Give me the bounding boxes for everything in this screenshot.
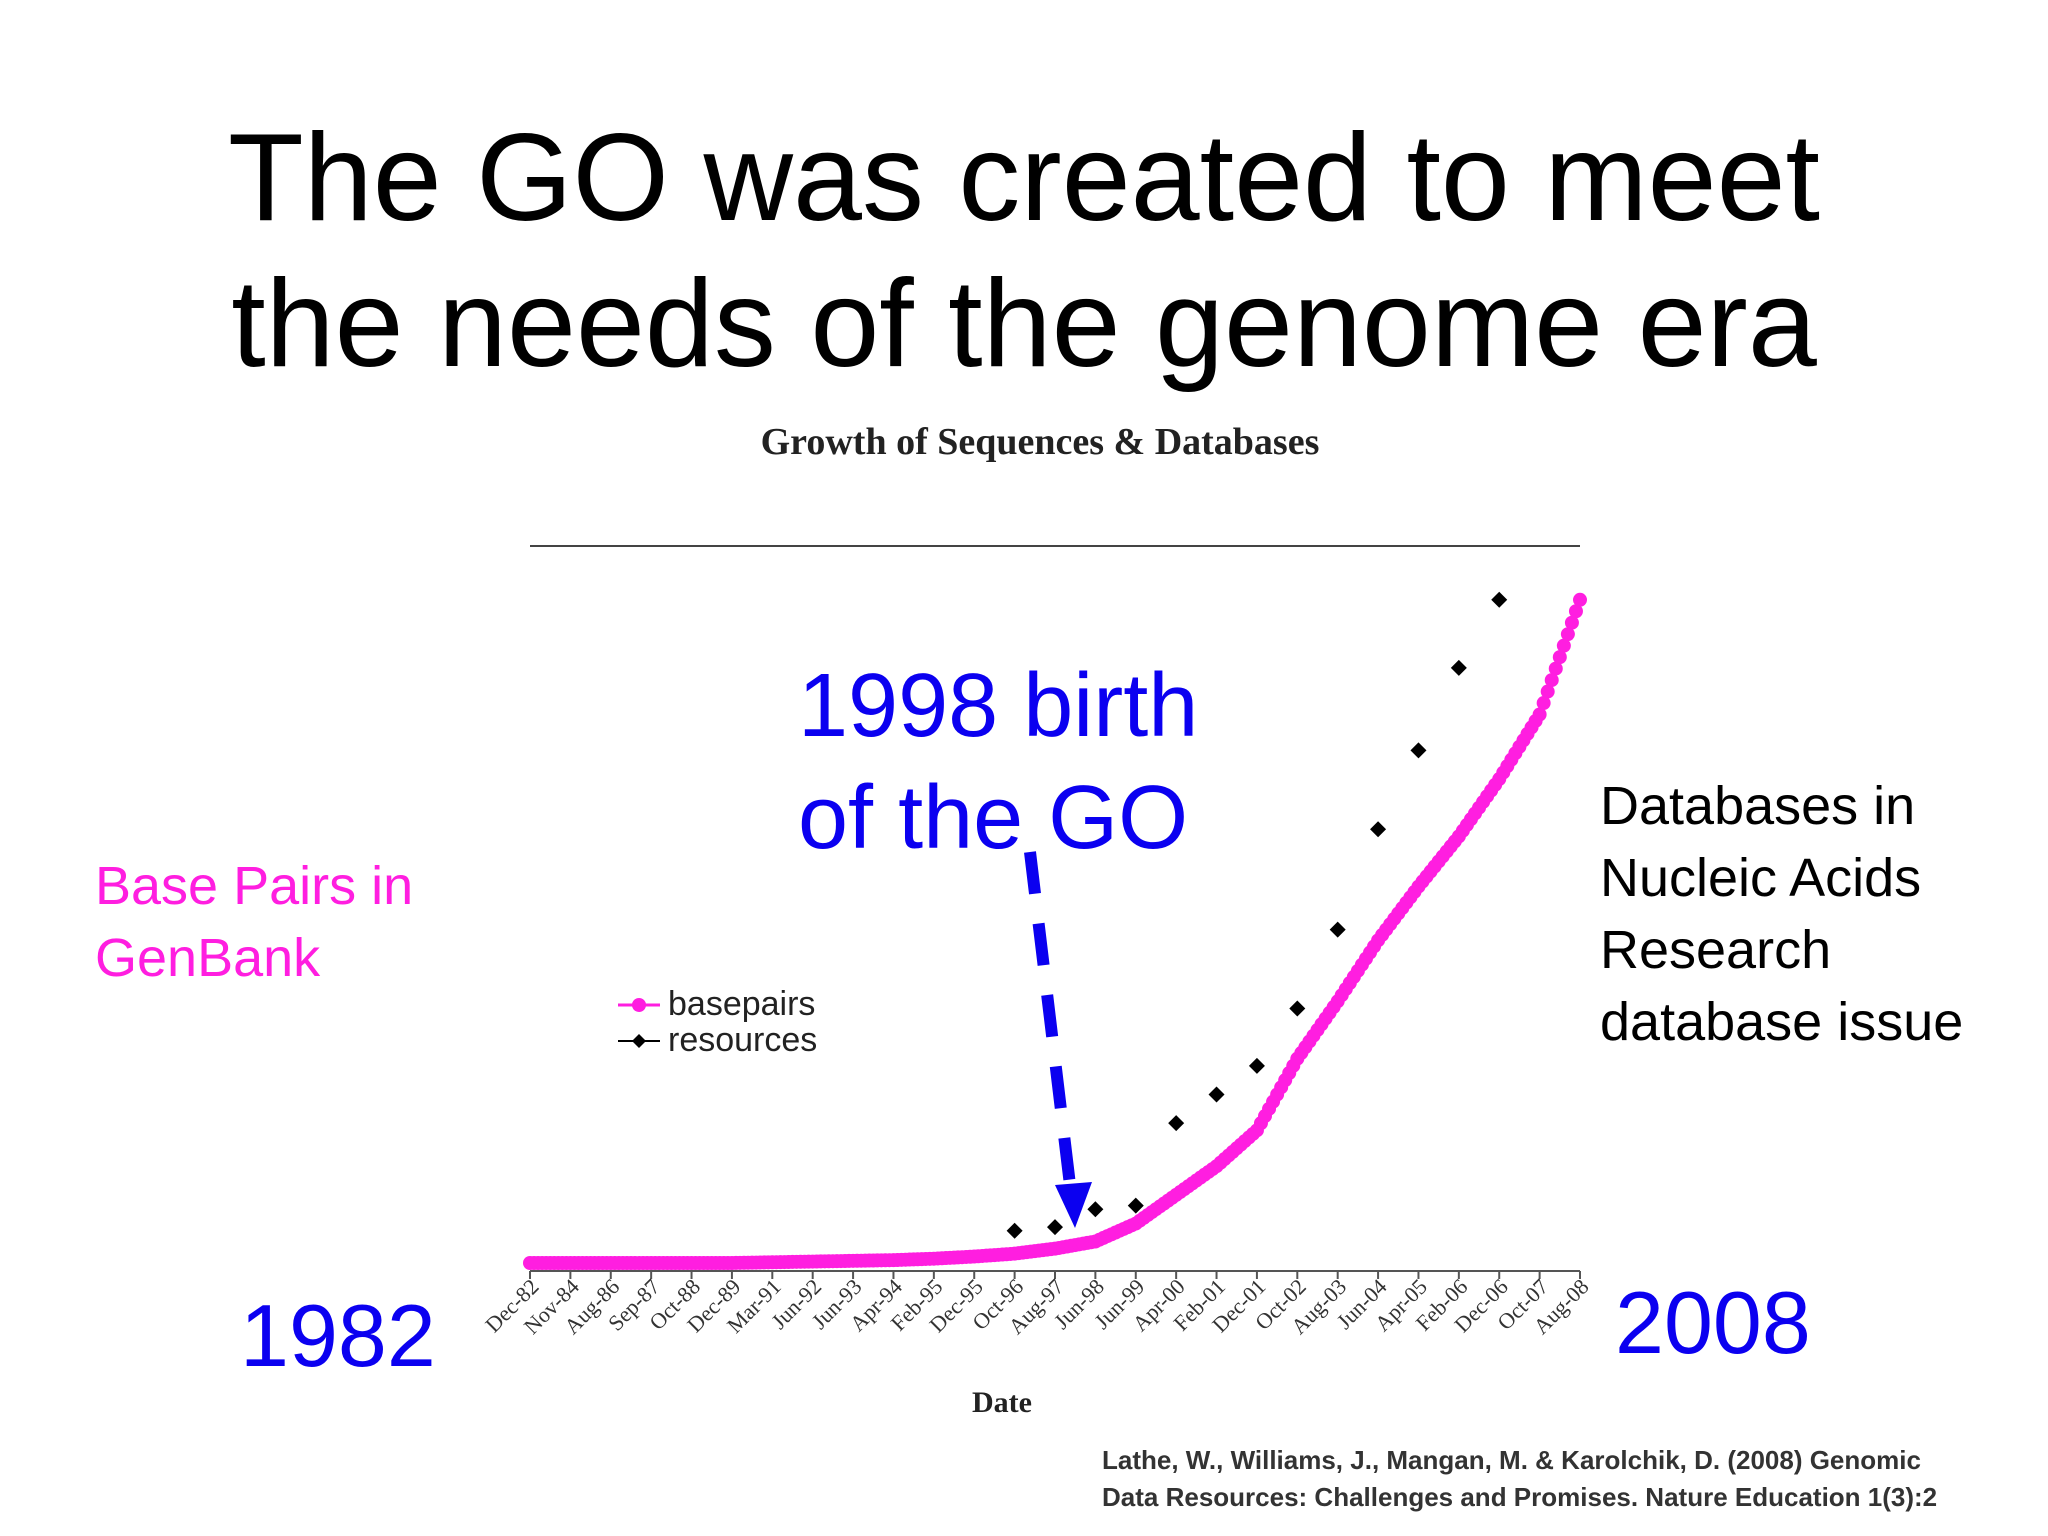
basepairs-point	[1573, 592, 1587, 607]
slide-title: The GO was created to meet the needs of …	[0, 105, 2048, 397]
basepairs-point	[1552, 650, 1567, 665]
basepairs-annotation: Base Pairs in GenBank	[95, 850, 413, 994]
basepairs-point	[1548, 661, 1563, 676]
resources-point	[1329, 921, 1346, 938]
legend-resources-label: resources	[668, 1021, 817, 1059]
databases-annotation-line-3: Research	[1600, 920, 1832, 980]
resources-point	[1248, 1057, 1265, 1074]
basepairs-point	[1556, 638, 1571, 653]
resources-point	[1491, 591, 1508, 608]
go-birth-arrowhead	[1055, 1182, 1092, 1228]
go-birth-annotation-line-2: of the GO	[798, 768, 1189, 868]
databases-annotation-line-1: Databases in	[1600, 776, 1916, 836]
resources-point	[1127, 1197, 1144, 1214]
citation: Lathe, W., Williams, J., Mangan, M. & Ka…	[1102, 1442, 1937, 1516]
resources-point	[1289, 1000, 1306, 1017]
basepairs-point	[1544, 673, 1559, 688]
go-birth-arrow	[1024, 851, 1092, 1228]
legend-item-basepairs: basepairs	[618, 985, 815, 1023]
basepairs-point	[1568, 604, 1583, 619]
citation-line-2: Data Resources: Challenges and Promises.…	[1102, 1482, 1938, 1512]
series-basepairs	[523, 592, 1587, 1270]
go-birth-annotation: 1998 birth of the GO	[798, 650, 1198, 874]
legend-basepairs-marker	[632, 998, 646, 1012]
citation-line-1: Lathe, W., Williams, J., Mangan, M. & Ka…	[1102, 1445, 1921, 1475]
go-birth-annotation-line-1: 1998 birth	[798, 656, 1199, 756]
slide-title-line-2: the needs of the genome era	[231, 255, 1817, 393]
databases-annotation: Databases in Nucleic Acids Research data…	[1600, 770, 1963, 1058]
resources-point	[1450, 659, 1467, 676]
databases-annotation-line-2: Nucleic Acids	[1600, 848, 1922, 908]
x-axis-title: Date	[972, 1386, 1032, 1419]
slide-title-line-1: The GO was created to meet	[227, 109, 1821, 247]
x-axis-tick-labels: Dec-82Nov-84Aug-86Sep-87Oct-88Dec-89Mar-…	[480, 1274, 1593, 1339]
resources-point	[1168, 1115, 1185, 1132]
basepairs-point	[1532, 707, 1547, 722]
legend-basepairs-label: basepairs	[668, 985, 815, 1023]
chart-title: Growth of Sequences & Databases	[760, 421, 1320, 463]
basepairs-point	[1536, 696, 1551, 711]
resources-point	[1370, 821, 1387, 838]
go-birth-arrow-shaft	[1024, 851, 1076, 1186]
resources-point	[1410, 742, 1427, 759]
resources-point	[1087, 1201, 1104, 1218]
resources-point	[1208, 1086, 1225, 1103]
basepairs-point	[1564, 615, 1579, 630]
start-year-label: 1982	[240, 1286, 436, 1385]
legend-item-resources: resources	[618, 1021, 817, 1059]
basepairs-point	[1540, 684, 1555, 699]
legend: basepairs resources	[618, 985, 817, 1059]
resources-point	[1006, 1222, 1023, 1239]
basepairs-annotation-line-2: GenBank	[95, 928, 321, 988]
series-resources	[1006, 591, 1508, 1239]
x-axis-ticks	[529, 1271, 1581, 1279]
end-year-label: 2008	[1615, 1273, 1811, 1372]
databases-annotation-line-4: database issue	[1600, 992, 1964, 1052]
legend-resources-marker	[632, 1034, 646, 1048]
basepairs-point	[1560, 627, 1575, 642]
resources-point	[1047, 1219, 1063, 1236]
basepairs-annotation-line-1: Base Pairs in	[95, 856, 414, 916]
